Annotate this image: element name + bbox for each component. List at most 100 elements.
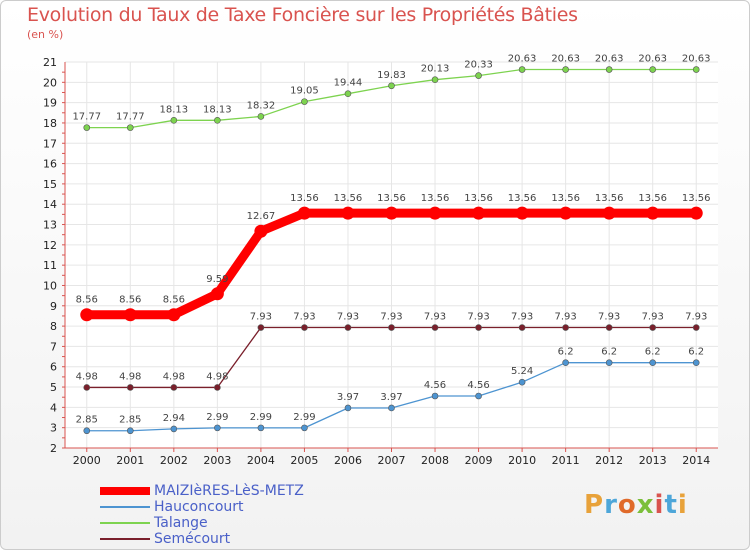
x-tick-label: 2012: [595, 454, 623, 467]
data-point: [428, 206, 442, 220]
data-point: [518, 66, 526, 73]
data-label: 4.98: [206, 371, 228, 382]
data-point: [214, 117, 221, 124]
data-point: [602, 206, 616, 220]
y-tick-label: 9: [50, 300, 57, 313]
y-tick-label: 13: [43, 219, 57, 232]
data-point: [344, 324, 352, 331]
data-point: [127, 384, 134, 391]
data-label: 20.33: [464, 60, 493, 71]
x-tick-label: 2010: [508, 454, 536, 467]
data-point: [649, 66, 657, 73]
data-label: 6.2: [601, 347, 617, 358]
logo-letter: P: [584, 490, 605, 520]
data-point: [518, 378, 526, 386]
data-point: [475, 392, 482, 400]
data-label: 18.13: [203, 104, 232, 115]
data-label: 13.56: [595, 193, 624, 204]
data-label: 4.98: [119, 371, 141, 382]
data-label: 18.13: [160, 104, 189, 115]
data-label: 20.63: [682, 54, 711, 65]
data-label: 7.93: [511, 312, 533, 323]
data-label: 7.93: [598, 312, 620, 323]
data-label: 17.77: [72, 112, 101, 123]
data-point: [83, 384, 91, 391]
data-label: 13.56: [377, 193, 406, 204]
x-tick-label: 2011: [552, 454, 580, 467]
data-label: 13.56: [421, 193, 450, 204]
data-label: 13.56: [551, 193, 580, 204]
logo-letter: o: [617, 490, 637, 520]
proxiti-logo: Proxiti: [584, 490, 688, 520]
data-label: 17.77: [116, 112, 145, 123]
data-label: 20.13: [421, 64, 450, 75]
data-label: 4.56: [467, 380, 489, 391]
data-label: 5.24: [511, 366, 533, 377]
data-label: 7.93: [555, 312, 577, 323]
data-point: [605, 324, 613, 331]
legend-swatch: [100, 522, 150, 524]
data-point: [518, 324, 526, 331]
data-point: [297, 206, 311, 220]
data-label: 18.32: [247, 100, 276, 111]
y-tick-label: 7: [50, 340, 57, 353]
data-point: [170, 384, 178, 391]
data-label: 19.44: [334, 78, 363, 89]
data-label: 13.56: [290, 193, 319, 204]
x-tick-label: 2014: [682, 454, 710, 467]
y-tick-label: 16: [43, 158, 57, 171]
y-tick-label: 4: [50, 401, 57, 414]
data-point: [83, 124, 91, 131]
legend-swatch: [100, 487, 150, 495]
data-point: [605, 66, 613, 73]
data-label: 13.56: [464, 193, 493, 204]
x-tick-label: 2013: [639, 454, 667, 467]
x-tick-label: 2002: [160, 454, 188, 467]
data-point: [388, 404, 395, 412]
data-label: 20.63: [551, 54, 580, 65]
data-point: [127, 427, 134, 435]
data-label: 20.63: [638, 54, 667, 65]
logo-letter: x: [636, 490, 655, 520]
data-label: 20.63: [595, 54, 624, 65]
data-point: [254, 224, 268, 238]
data-label: 7.93: [337, 312, 359, 323]
legend-label: Talange: [154, 515, 208, 531]
data-point: [431, 324, 439, 331]
data-label: 4.98: [163, 371, 185, 382]
data-label: 6.2: [558, 347, 574, 358]
data-label: 2.85: [76, 415, 98, 426]
x-tick-label: 2006: [334, 454, 362, 467]
data-label: 13.56: [508, 193, 537, 204]
logo-letter: r: [604, 490, 618, 520]
data-point: [385, 206, 398, 220]
logo-letter: i: [677, 490, 688, 520]
data-point: [344, 404, 352, 412]
x-tick-label: 2007: [378, 454, 406, 467]
y-tick-label: 15: [43, 178, 57, 191]
data-label: 4.56: [424, 380, 446, 391]
data-label: 2.85: [119, 415, 141, 426]
data-point: [257, 324, 265, 331]
data-label: 4.98: [76, 371, 98, 382]
data-point: [214, 424, 221, 432]
data-label: 7.93: [424, 312, 446, 323]
data-label: 8.56: [163, 295, 185, 306]
data-label: 7.93: [467, 312, 489, 323]
data-label: 13.56: [682, 193, 711, 204]
data-point: [475, 324, 482, 331]
y-tick-label: 5: [50, 381, 57, 394]
data-label: 7.93: [685, 312, 707, 323]
data-point: [692, 359, 700, 366]
data-point: [127, 124, 134, 131]
data-point: [431, 392, 439, 400]
data-label: 2.94: [163, 413, 185, 424]
x-tick-label: 2009: [465, 454, 493, 467]
data-label: 6.2: [688, 347, 704, 358]
data-point: [123, 308, 137, 322]
data-point: [388, 324, 395, 331]
data-point: [257, 113, 265, 120]
data-label: 3.97: [337, 392, 359, 403]
data-label: 13.56: [638, 193, 667, 204]
